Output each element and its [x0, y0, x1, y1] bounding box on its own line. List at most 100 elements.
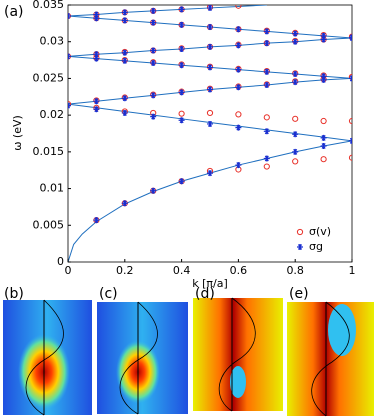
star-marker [178, 89, 185, 96]
plot-area [68, 5, 352, 262]
panel-label: (b) [4, 286, 24, 302]
star-marker [93, 217, 100, 224]
star-marker [207, 64, 213, 71]
circle-marker [320, 156, 327, 163]
star-marker [235, 26, 242, 33]
mode-curve [119, 301, 158, 415]
field-node [230, 366, 246, 398]
star-marker [93, 15, 100, 22]
star-marker [150, 187, 157, 194]
star-marker [292, 79, 299, 86]
y-tick-label: 0.01 [40, 182, 65, 195]
star-marker [178, 62, 185, 69]
circle-marker [178, 110, 185, 117]
circle-marker [206, 109, 214, 117]
star-marker [121, 9, 128, 16]
star-marker [235, 84, 242, 91]
panel-label: (d) [195, 286, 215, 302]
star-marker [263, 82, 270, 89]
star-marker [150, 7, 157, 14]
star-marker [263, 28, 270, 35]
star-marker [235, 42, 242, 49]
x-tick-label: 0.2 [116, 264, 134, 277]
mode-curve [311, 301, 350, 417]
star-marker [320, 32, 327, 39]
star-marker [150, 113, 157, 120]
star-marker [121, 49, 128, 56]
star-marker [121, 17, 128, 24]
field-panels [3, 297, 374, 417]
star-marker [320, 36, 327, 43]
circle-marker [292, 158, 299, 165]
panel-label: (c) [99, 286, 118, 302]
plot-frame [67, 4, 353, 263]
circle-marker [348, 154, 352, 161]
star-marker [292, 71, 299, 78]
star-marker [235, 66, 242, 73]
star-marker [93, 51, 100, 58]
star-marker [150, 19, 157, 26]
star-marker [121, 200, 128, 207]
circle-marker [263, 114, 270, 121]
x-tick-label: 0.6 [230, 264, 248, 277]
star-marker [235, 124, 242, 131]
star-marker [178, 46, 185, 53]
circle-marker [292, 115, 299, 122]
y-tick-label: 0.005 [33, 218, 65, 231]
star-marker [263, 40, 270, 47]
star-marker [93, 55, 100, 62]
panel-label: (a) [4, 4, 24, 20]
y-tick-label: 0.015 [33, 145, 65, 158]
legend-label: σ(v) [309, 225, 331, 238]
star-marker [320, 142, 327, 149]
star-marker [320, 73, 327, 80]
star-marker [121, 109, 128, 116]
mode-curve [25, 299, 64, 416]
star-marker [150, 92, 157, 99]
y-tick-label: 0 [57, 255, 64, 268]
circle-marker [263, 163, 270, 170]
star-marker [320, 76, 327, 83]
x-axis-title: k [π/a] [192, 277, 228, 290]
star-marker [178, 21, 185, 28]
star-marker [263, 68, 270, 75]
star-marker [207, 5, 213, 11]
circle-marker [348, 117, 352, 125]
star-marker [292, 148, 299, 155]
star-marker [121, 95, 128, 102]
x-tick-label: 1 [349, 264, 356, 277]
y-axis-title: ω (eV) [11, 115, 24, 151]
star-marker [150, 60, 157, 67]
y-tick-label: 0.03 [40, 35, 65, 48]
legend-label: σg [309, 240, 323, 253]
y-tick-label: 0.025 [33, 71, 65, 84]
star-marker [207, 170, 213, 177]
circle-marker [320, 117, 327, 125]
y-tick-label: 0.02 [40, 108, 65, 121]
star-marker [207, 24, 213, 31]
star-marker [292, 38, 299, 45]
circle-marker [235, 111, 242, 118]
x-tick-label: 0.8 [286, 264, 304, 277]
star-marker [207, 43, 213, 50]
star-marker [207, 86, 213, 93]
legend-marker [296, 228, 304, 236]
star-marker [292, 131, 299, 138]
star-marker [349, 137, 352, 144]
band-curve [68, 5, 267, 17]
star-marker [235, 162, 242, 169]
star-marker [207, 120, 213, 127]
star-marker [178, 117, 185, 124]
legend-marker [297, 244, 303, 250]
star-marker [93, 11, 100, 18]
star-marker [292, 30, 299, 37]
field-node [328, 304, 356, 356]
y-tick-label: 0.035 [33, 0, 65, 11]
star-marker [93, 98, 100, 105]
circle-marker [235, 5, 242, 9]
star-marker [178, 178, 185, 185]
x-tick-label: 0 [65, 264, 72, 277]
star-marker [263, 155, 270, 162]
star-marker [150, 47, 157, 54]
